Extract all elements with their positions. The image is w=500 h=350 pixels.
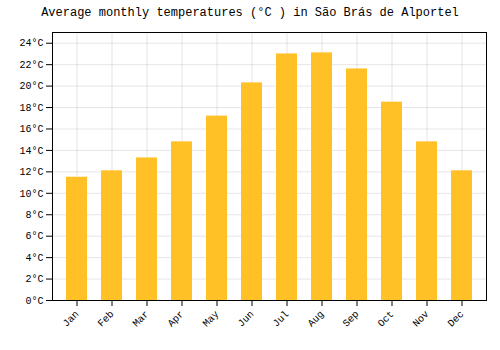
svg-text:6°C: 6°C: [25, 231, 43, 242]
svg-text:10°C: 10°C: [19, 189, 43, 200]
svg-text:24°C: 24°C: [19, 38, 43, 49]
svg-text:22°C: 22°C: [19, 60, 43, 71]
svg-text:Oct: Oct: [376, 309, 397, 330]
svg-text:2°C: 2°C: [25, 274, 43, 285]
svg-text:Jul: Jul: [271, 309, 292, 330]
svg-text:Feb: Feb: [96, 309, 117, 330]
svg-text:Apr: Apr: [166, 309, 187, 330]
svg-text:16°C: 16°C: [19, 124, 43, 135]
svg-text:May: May: [201, 309, 222, 330]
svg-text:Nov: Nov: [411, 309, 432, 330]
svg-text:12°C: 12°C: [19, 167, 43, 178]
svg-text:4°C: 4°C: [25, 253, 43, 264]
svg-text:Sep: Sep: [341, 309, 362, 330]
svg-text:Mar: Mar: [131, 309, 152, 330]
svg-text:Dec: Dec: [446, 309, 467, 330]
svg-text:20°C: 20°C: [19, 81, 43, 92]
svg-text:18°C: 18°C: [19, 103, 43, 114]
svg-text:Aug: Aug: [306, 309, 327, 330]
svg-text:0°C: 0°C: [25, 296, 43, 307]
svg-text:Jun: Jun: [236, 309, 257, 330]
svg-text:Jan: Jan: [61, 309, 82, 330]
svg-text:14°C: 14°C: [19, 146, 43, 157]
html-text:Average monthly temperatures (: Average monthly temperatures (°C ) in Sã…: [41, 6, 459, 20]
svg-text:8°C: 8°C: [25, 210, 43, 221]
